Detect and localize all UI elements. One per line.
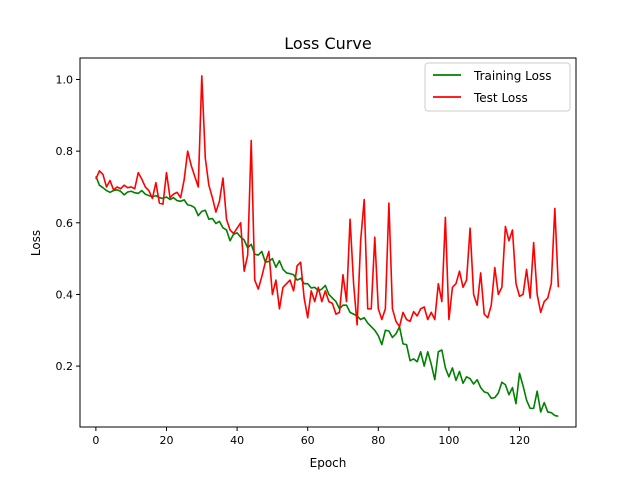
- series-layer: [95, 75, 560, 418]
- chart-title: Loss Curve: [284, 34, 371, 53]
- x-axis-ticks: 0 20 40 60 80 100 120: [92, 427, 530, 447]
- x-tick-label: 60: [301, 434, 315, 447]
- y-tick-label: 0.2: [56, 360, 74, 373]
- legend-label-test: Test Loss: [473, 91, 528, 105]
- x-tick-label: 120: [509, 434, 530, 447]
- x-tick-label: 40: [230, 434, 244, 447]
- axes-frame: [79, 57, 577, 428]
- x-axis-label: Epoch: [310, 456, 347, 470]
- x-tick-label: 100: [438, 434, 459, 447]
- x-tick-label: 0: [92, 434, 99, 447]
- x-tick-label: 80: [371, 434, 385, 447]
- y-tick-label: 0.6: [56, 217, 74, 230]
- legend-label-training: Training Loss: [473, 69, 551, 83]
- y-axis-label: Loss: [29, 230, 43, 256]
- y-tick-label: 0.4: [56, 288, 74, 301]
- legend: Training Loss Test Loss: [424, 62, 571, 112]
- series-line-test-loss: [95, 75, 560, 328]
- y-axis-ticks: 0.2 0.4 0.6 0.8 1.0: [56, 73, 80, 373]
- plot-area: 0 20 40 60 80 100 120 0.2 0.4 0.6 0.8 1.0: [56, 57, 577, 447]
- legend-box: [424, 62, 571, 112]
- y-tick-label: 0.8: [56, 145, 74, 158]
- y-tick-label: 1.0: [56, 73, 74, 86]
- x-tick-label: 20: [159, 434, 173, 447]
- series-line-training-loss: [95, 175, 559, 418]
